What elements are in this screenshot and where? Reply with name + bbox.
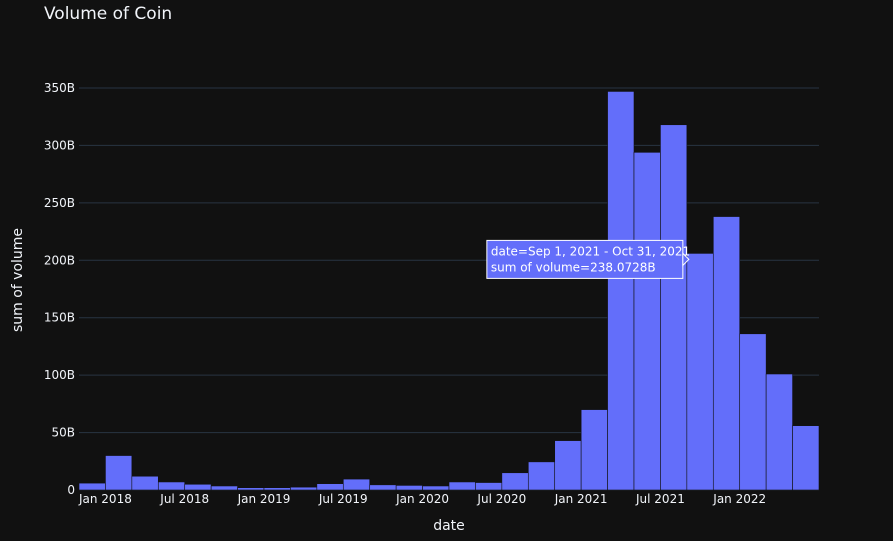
y-tick-label: 50B (51, 426, 75, 440)
histogram-bar[interactable] (501, 472, 529, 491)
y-tick-label: 150B (44, 311, 75, 325)
histogram-bar[interactable] (633, 152, 661, 491)
x-tick-label: Jan 2019 (237, 492, 291, 506)
hover-tooltip-line1: date=Sep 1, 2021 - Oct 31, 2021 (491, 244, 690, 258)
histogram-bar[interactable] (290, 486, 318, 491)
histogram-bar[interactable] (131, 475, 159, 491)
histogram-bar[interactable] (765, 373, 793, 491)
histogram-bar[interactable] (78, 482, 106, 491)
histogram-bar[interactable] (342, 478, 371, 491)
histogram-bar[interactable] (210, 485, 238, 491)
x-tick-label: Jan 2020 (395, 492, 449, 506)
histogram-bar[interactable] (580, 409, 608, 491)
histogram-bar[interactable] (739, 333, 767, 491)
chart-title: Volume of Coin (44, 4, 173, 24)
histogram-bar[interactable] (792, 425, 820, 491)
histogram-bar[interactable] (448, 481, 476, 491)
y-tick-label: 100B (44, 368, 75, 382)
x-axis-ticks: Jan 2018 Jul 2018 Jan 2019 Jul 2019 Jan 2020… (78, 492, 766, 506)
histogram-bar[interactable] (554, 440, 582, 491)
hover-tooltip: date=Sep 1, 2021 - Oct 31, 2021 sum of v… (486, 239, 690, 279)
x-tick-label: Jul 2018 (159, 492, 209, 506)
y-tick-label: 300B (44, 138, 75, 152)
histogram-bar[interactable] (316, 483, 344, 491)
y-tick-label: 350B (44, 81, 75, 95)
histogram-bar[interactable] (527, 461, 556, 491)
histogram-bar[interactable] (475, 482, 503, 491)
x-tick-label: Jan 2021 (554, 492, 608, 506)
histogram-bar[interactable] (395, 485, 423, 491)
y-tick-label: 0 (67, 483, 75, 497)
bars-layer (78, 91, 820, 491)
histogram-bar[interactable] (712, 216, 741, 491)
histogram-bar[interactable] (660, 124, 688, 491)
histogram-bar[interactable] (607, 91, 635, 491)
histogram-bar[interactable] (237, 487, 265, 491)
y-tick-label: 200B (44, 253, 75, 267)
histogram-bar[interactable] (422, 485, 450, 491)
x-tick-label: Jul 2021 (635, 492, 685, 506)
y-axis-title: sum of volume (10, 228, 26, 332)
x-tick-label: Jan 2018 (78, 492, 132, 506)
histogram-bar[interactable] (105, 455, 133, 491)
x-axis-title: date (433, 518, 465, 534)
histogram-bar[interactable] (686, 253, 714, 491)
histogram-bar[interactable] (263, 487, 291, 491)
histogram-bar[interactable] (184, 483, 212, 491)
x-tick-label: Jul 2020 (476, 492, 526, 506)
hover-tooltip-box (486, 239, 684, 279)
hover-tooltip-arrow (682, 252, 690, 267)
y-axis-ticks: 0 50B 100B 150B 200B 250B 300B 350B (44, 81, 75, 497)
x-tick-label: Jul 2019 (318, 492, 368, 506)
histogram-bar[interactable] (157, 481, 186, 491)
histogram-bar[interactable] (369, 484, 397, 491)
hover-tooltip-line2: sum of volume=238.0728B (491, 260, 656, 274)
y-tick-label: 250B (44, 196, 75, 210)
x-tick-label: Jan 2022 (712, 492, 766, 506)
